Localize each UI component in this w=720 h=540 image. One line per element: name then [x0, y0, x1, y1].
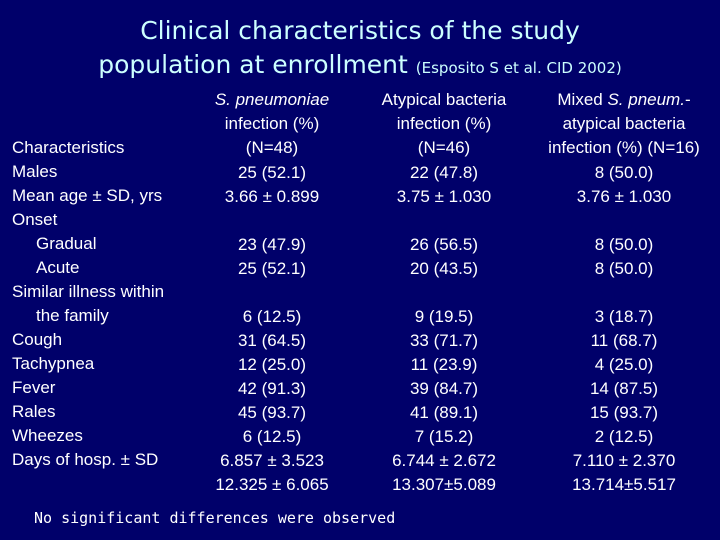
cell: 11 (23.9)	[410, 355, 478, 374]
column-header: Atypical bacteria	[382, 90, 507, 110]
header-text: Mixed	[557, 90, 608, 109]
title-line: population at enrollment (Esposito S et …	[0, 50, 720, 83]
row-label: Rales	[12, 402, 56, 421]
header-text: atypical bacteria	[562, 114, 686, 133]
header-text: infection (%)	[224, 114, 320, 133]
footnote: No significant differences were observed	[34, 509, 396, 527]
column-header: infection (%) (N=16)	[548, 138, 700, 158]
cell: 3 (18.7)	[594, 307, 654, 326]
cell: 8 (50.0)	[594, 259, 654, 278]
cell: 20 (43.5)	[409, 259, 479, 278]
row-label: the family	[36, 306, 109, 325]
row-label: Cough	[12, 330, 63, 349]
cell: 13.307±5.089	[392, 475, 496, 494]
cell: 39 (84.7)	[409, 379, 479, 398]
header-text: S. pneumoniae	[214, 90, 330, 109]
cell: 2 (12.5)	[594, 427, 654, 446]
column-header: (N=46)	[418, 138, 470, 158]
cell: 22 (47.8)	[409, 163, 479, 182]
cell: 33 (71.7)	[409, 331, 479, 350]
cell: 11 (68.7)	[590, 331, 658, 350]
cell: 23 (47.9)	[237, 235, 307, 254]
cell: 15 (93.7)	[589, 403, 659, 422]
header-text: infection (%)	[396, 114, 492, 133]
cell: 9 (19.5)	[414, 307, 474, 326]
row-label: Males	[12, 162, 58, 181]
column-header: infection (%)	[397, 114, 491, 134]
cell: 31 (64.5)	[237, 331, 307, 350]
cell: 42 (91.3)	[237, 379, 307, 398]
row-label: Tachypnea	[12, 354, 95, 373]
title-line: Clinical characteristics of the study	[140, 16, 580, 45]
cell: 3.75 ± 1.030	[396, 187, 492, 206]
row-label: Fever	[12, 378, 56, 397]
cell: 7 (15.2)	[414, 427, 474, 446]
header-text: -	[684, 90, 691, 109]
cell: 26 (56.5)	[409, 235, 479, 254]
row-label: Similar illness within	[12, 282, 165, 301]
title-text: population at enrollment	[98, 50, 408, 79]
row-label: Gradual	[36, 234, 97, 253]
row-label: Characteristics	[12, 138, 125, 157]
cell: 14 (87.5)	[589, 379, 659, 398]
column-header: atypical bacteria	[563, 114, 686, 134]
cell: 25 (52.1)	[237, 259, 307, 278]
cell: 7.110 ± 2.370	[572, 451, 676, 470]
cell: 3.76 ± 1.030	[576, 187, 672, 206]
cell: 4 (25.0)	[594, 355, 654, 374]
cell: 41 (89.1)	[409, 403, 479, 422]
title-source: (Esposito S et al. CID 2002)	[415, 59, 622, 77]
cell: 13.714±5.517	[572, 475, 676, 494]
cell: 12.325 ± 6.065	[215, 475, 329, 494]
cell: 6.744 ± 2.672	[392, 451, 496, 470]
header-text: Atypical bacteria	[381, 90, 507, 109]
cell: 3.66 ± 0.899	[224, 187, 320, 206]
cell: 25 (52.1)	[237, 163, 307, 182]
header-text: S. pneum.	[607, 90, 685, 109]
row-label: Mean age ± SD, yrs	[12, 186, 163, 205]
cell: 6 (12.5)	[242, 307, 302, 326]
column-header: Mixed S. pneum.-	[557, 90, 690, 110]
cell: 8 (50.0)	[594, 235, 654, 254]
row-label: Onset	[12, 210, 58, 229]
header-text: infection (%) (N=16)	[548, 138, 700, 157]
row-label: Days of hosp. ± SD	[12, 450, 159, 469]
column-header: (N=48)	[246, 138, 298, 158]
header-text: (N=48)	[245, 138, 299, 157]
column-header: S. pneumoniae	[215, 90, 329, 110]
cell: 6.857 ± 3.523	[220, 451, 324, 470]
cell: 6 (12.5)	[242, 427, 302, 446]
column-header: infection (%)	[225, 114, 319, 134]
row-label: Wheezes	[12, 426, 83, 445]
row-label: Acute	[36, 258, 80, 277]
cell: 8 (50.0)	[594, 163, 654, 182]
cell: 12 (25.0)	[237, 355, 307, 374]
header-text: (N=46)	[417, 138, 471, 157]
cell: 45 (93.7)	[237, 403, 307, 422]
